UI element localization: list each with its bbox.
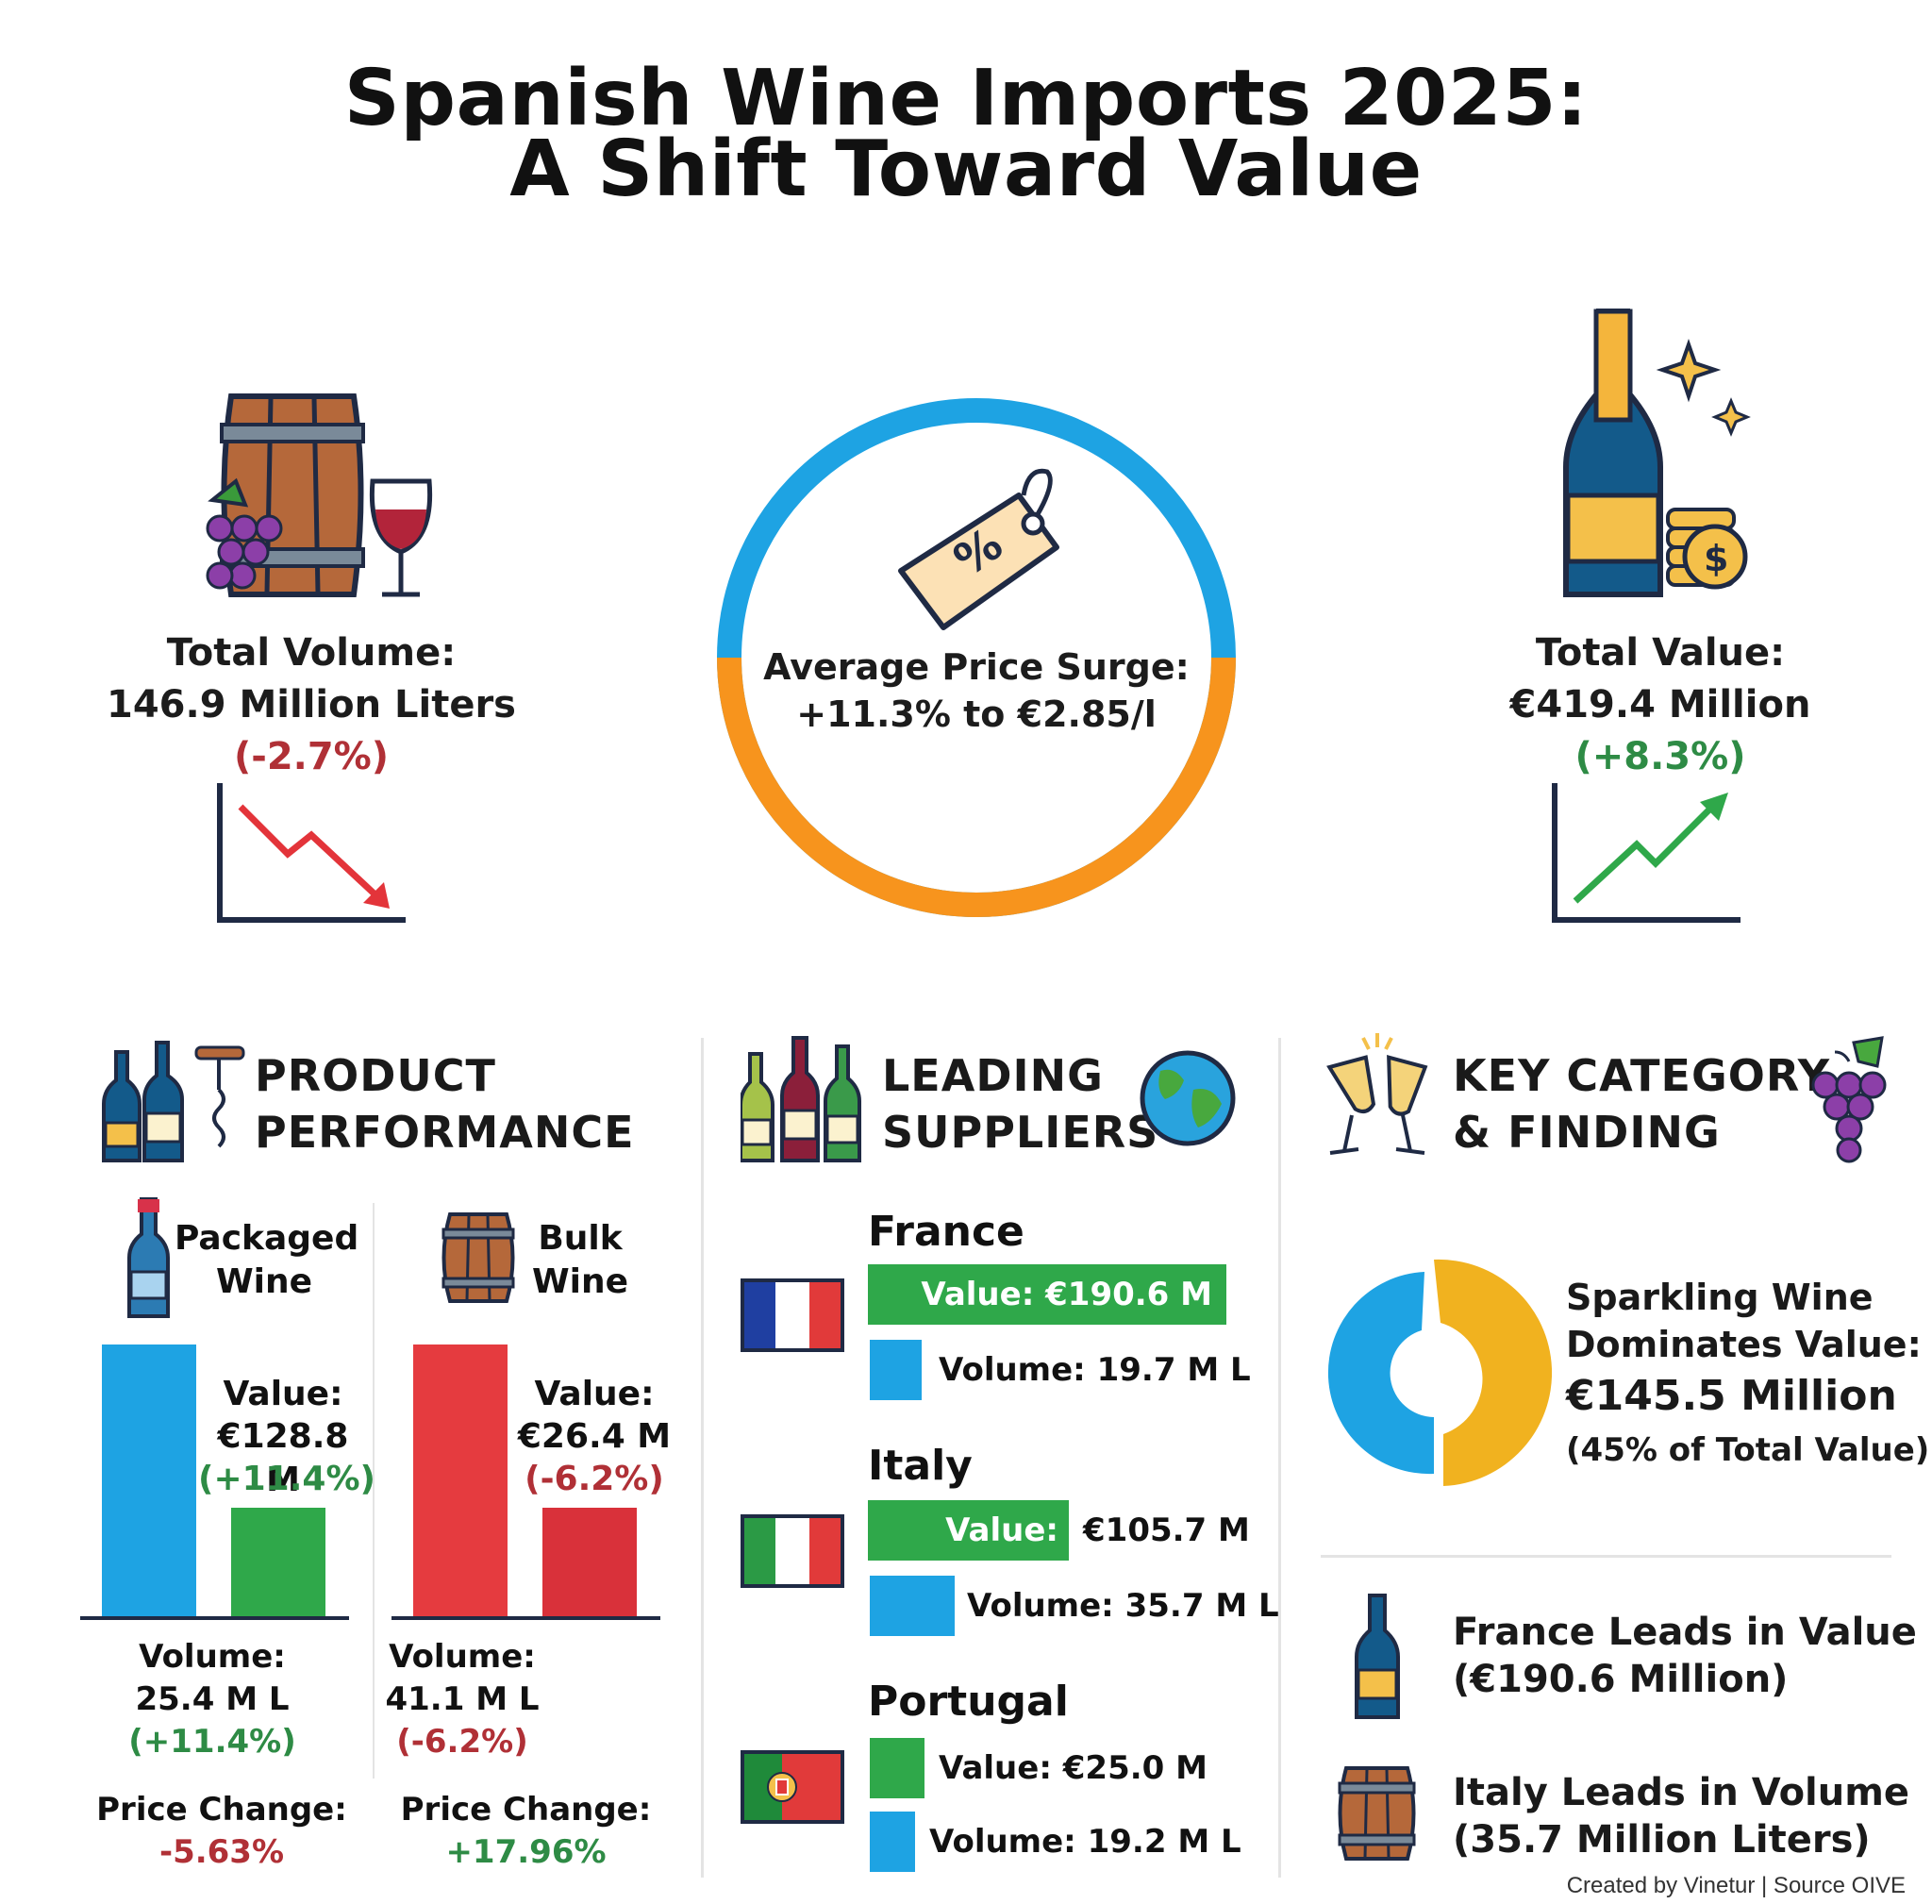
bulk-volume-change: (-6.2%) (396, 1723, 528, 1761)
portugal-volume-label: Volume: 19.2 M L (929, 1823, 1241, 1861)
price-surge-label: Average Price Surge: (763, 646, 1190, 688)
italy-value-label: Value: (945, 1512, 1058, 1549)
champagne-toast-icon (1326, 1033, 1428, 1155)
italy-volume-label: Volume: 35.7 M L (967, 1587, 1279, 1625)
supplier-name-italy: Italy (868, 1442, 973, 1490)
section-divider (701, 1038, 704, 1878)
italy-value-bar (868, 1500, 1069, 1561)
bulk-value-bar (413, 1344, 508, 1618)
bulk-value-label: Value: (534, 1375, 655, 1413)
italy-volume-bar (870, 1576, 955, 1636)
product-performance-heading-line2: PERFORMANCE (255, 1107, 635, 1158)
packaged-baseline (80, 1616, 349, 1620)
packaged-volume-label: Volume: (139, 1638, 286, 1676)
sub-divider (373, 1203, 375, 1779)
france-flag-icon (741, 1278, 844, 1352)
supplier-name-france: France (868, 1208, 1024, 1256)
champagne-bottle-icon: $ (1563, 309, 1751, 597)
packaged-price-label: Price Change: (96, 1791, 347, 1829)
leading-suppliers-heading-line1: LEADING (882, 1050, 1104, 1101)
packaged-wine-title-line2: Wine (215, 1262, 313, 1301)
portugal-value-bar (870, 1738, 924, 1798)
portugal-volume-bar (870, 1812, 915, 1872)
packaged-value-label: Value: (223, 1375, 343, 1413)
packaged-value: €128.8 M (217, 1417, 349, 1499)
trend-down-icon (217, 783, 406, 923)
total-value-change: (+8.3%) (1574, 735, 1746, 778)
total-volume-change: (-2.7%) (233, 735, 390, 778)
bulk-wine-title-line1: Bulk (538, 1219, 623, 1258)
france-volume-bar (870, 1340, 922, 1400)
italy-value-amount: €105.7 M (1083, 1512, 1250, 1549)
price-surge-ring: % (717, 398, 1236, 917)
packaged-wine-title-line1: Packaged (175, 1219, 359, 1258)
france-volume-label: Volume: 19.7 M L (939, 1351, 1251, 1389)
page-title-line2: A Shift Toward Value (509, 125, 1423, 214)
italy-leads-line2: (35.7 Million Liters) (1453, 1818, 1871, 1862)
bulk-baseline (391, 1616, 660, 1620)
packaged-volume-bar (231, 1508, 325, 1618)
italy-flag-icon (741, 1514, 844, 1588)
portugal-flag-icon (741, 1750, 844, 1824)
bulk-volume: 41.1 M L (385, 1680, 540, 1718)
bulk-volume-bar (542, 1508, 637, 1618)
packaged-volume-change: (+11.4%) (128, 1723, 296, 1761)
bulk-price-change: +17.96% (445, 1833, 607, 1871)
finding-divider (1321, 1555, 1891, 1558)
grapes-icon (1811, 1036, 1887, 1163)
bulk-barrel-icon (441, 1212, 515, 1303)
price-tag-icon: % (898, 468, 1059, 630)
wine-barrel-icon (206, 393, 433, 597)
portugal-value-label: Value: €25.0 M (939, 1749, 1208, 1787)
key-category-heading-line2: & FINDING (1453, 1107, 1721, 1158)
footer-credit: Created by Vinetur | Source OIVE (1566, 1873, 1906, 1898)
bulk-value: €26.4 M (517, 1417, 672, 1456)
sparkling-share-donut (1327, 1259, 1552, 1486)
packaged-value-bar (102, 1344, 196, 1618)
total-value-label: Total Value: (1535, 631, 1786, 675)
total-value-value: €419.4 Million (1509, 683, 1811, 727)
globe-icon (1140, 1050, 1236, 1146)
france-bottle-icon (1355, 1594, 1400, 1719)
bulk-value-change: (-6.2%) (525, 1460, 664, 1498)
wine-bottles-icon (741, 1036, 861, 1162)
france-value-bar (868, 1264, 1226, 1325)
supplier-name-portugal: Portugal (868, 1678, 1069, 1726)
sparkling-value: €145.5 Million (1566, 1372, 1897, 1420)
page-title-line1: Spanish Wine Imports 2025: (343, 54, 1589, 143)
france-leads-line1: France Leads in Value (1453, 1611, 1917, 1654)
total-volume-label: Total Volume: (166, 631, 457, 675)
wine-bottle-icon (127, 1197, 170, 1318)
trend-up-icon (1552, 783, 1740, 923)
packaged-value-change: (+11.4%) (198, 1460, 375, 1498)
packaged-price-change: -5.63% (158, 1833, 285, 1871)
leading-suppliers-heading-line2: SUPPLIERS (882, 1107, 1159, 1158)
italy-barrel-icon (1338, 1766, 1416, 1861)
france-leads-line2: (€190.6 Million) (1453, 1658, 1789, 1701)
product-performance-heading-line1: PRODUCT (255, 1050, 496, 1101)
sparkling-finding-line1: Sparkling Wine (1566, 1277, 1874, 1318)
packaged-volume: 25.4 M L (135, 1680, 290, 1718)
svg-text:$: $ (1704, 538, 1728, 579)
france-value-label: Value: €190.6 M (921, 1276, 1212, 1313)
bulk-price-label: Price Change: (400, 1791, 652, 1829)
italy-leads-line1: Italy Leads in Volume (1453, 1771, 1910, 1814)
sparkling-share: (45% of Total Value) (1566, 1431, 1930, 1469)
bulk-wine-title-line2: Wine (531, 1262, 629, 1301)
wine-bottles-corkscrew-icon (102, 1041, 245, 1162)
sparkling-finding-line2: Dominates Value: (1566, 1324, 1922, 1365)
key-category-heading-line1: KEY CATEGORY (1453, 1050, 1831, 1101)
section-divider (1278, 1038, 1281, 1878)
bulk-volume-label: Volume: (389, 1638, 536, 1676)
total-volume-value: 146.9 Million Liters (107, 683, 516, 727)
price-surge-value: +11.3% to €2.85/l (796, 693, 1157, 735)
